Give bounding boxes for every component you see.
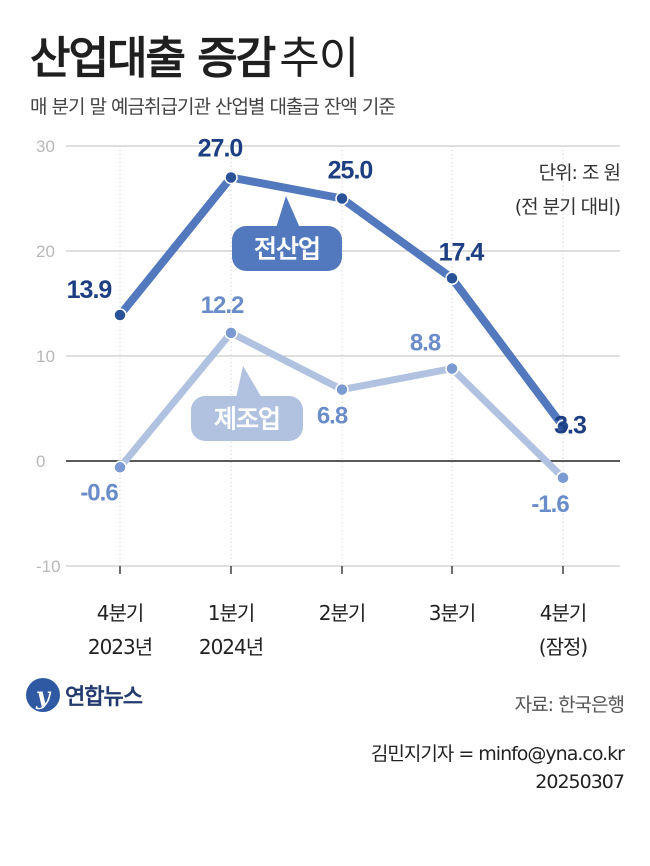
data-point-all-industry	[445, 271, 459, 286]
unit-line-1: 단위: 조 원	[538, 162, 621, 184]
data-point-manufacturing	[335, 382, 349, 397]
data-label-manufacturing: -1.6	[531, 491, 569, 518]
x-tick-label: 4분기	[540, 601, 587, 625]
legend-bubble-all-industry-label: 전산업	[254, 235, 320, 264]
legend-bubble-manufacturing-tail	[236, 366, 262, 398]
data-label-all-industry: 3.3	[554, 411, 586, 439]
byline: 김민지기자 = minfo@yna.co.kr 20250307	[370, 740, 625, 796]
y-tick-label: 20	[36, 242, 55, 261]
yonhap-logo-icon: y	[26, 678, 60, 712]
data-label-manufacturing: -0.6	[80, 479, 118, 506]
x-tick-label: 2분기	[319, 601, 366, 625]
data-label-manufacturing: 8.8	[410, 330, 441, 357]
page-subtitle: 매 분기 말 예금취급기관 산업별 대출금 잔액 기준	[30, 96, 396, 118]
x-tick-label: 2024년	[199, 635, 263, 659]
yonhap-logo-text: 연합뉴스	[65, 685, 143, 710]
byline-author: 김민지기자 = minfo@yna.co.kr	[370, 743, 625, 765]
title-light: 추이	[279, 33, 359, 84]
legend-bubble-manufacturing-label: 제조업	[214, 405, 280, 434]
legend-bubble-all-industry-tail	[276, 196, 300, 228]
x-tick-label: 3분기	[429, 601, 476, 625]
legend-bubble-all-industry	[232, 226, 342, 271]
x-tick-label: 2023년	[88, 635, 152, 659]
data-point-all-industry	[224, 170, 238, 185]
x-tick-label: 4분기	[97, 601, 144, 625]
unit-line-2: (전 분기 대비)	[514, 196, 621, 218]
data-label-all-industry: 25.0	[328, 157, 373, 185]
title-bold: 산업대출 증감	[30, 33, 276, 84]
source-note: 자료: 한국은행	[514, 694, 625, 716]
data-label-all-industry: 17.4	[439, 238, 485, 266]
yonhap-logo: y 연합뉴스	[26, 678, 143, 712]
data-point-manufacturing	[556, 471, 570, 485]
legend-bubble-manufacturing	[191, 396, 303, 441]
x-tick-label: (잠정)	[539, 635, 588, 659]
data-point-all-industry	[335, 191, 349, 206]
data-point-all-industry	[556, 419, 570, 434]
y-tick-label: -10	[36, 557, 61, 576]
data-point-manufacturing	[445, 361, 459, 376]
y-tick-label: 30	[36, 137, 55, 156]
data-point-manufacturing	[224, 326, 238, 340]
y-tick-label: 0	[36, 452, 45, 471]
data-point-all-industry	[113, 308, 127, 322]
y-tick-label: 10	[36, 347, 55, 366]
data-label-manufacturing: 6.8	[317, 403, 348, 430]
data-label-all-industry: 27.0	[198, 135, 243, 163]
page-title: 산업대출 증감 추이	[30, 22, 359, 86]
unit-note: 단위: 조 원 (전 분기 대비)	[514, 156, 621, 224]
data-point-manufacturing	[113, 460, 127, 475]
data-label-manufacturing: 12.2	[201, 292, 244, 319]
data-label-all-industry: 13.9	[67, 276, 112, 304]
byline-date: 20250307	[535, 771, 625, 793]
x-tick-label: 1분기	[208, 601, 255, 625]
